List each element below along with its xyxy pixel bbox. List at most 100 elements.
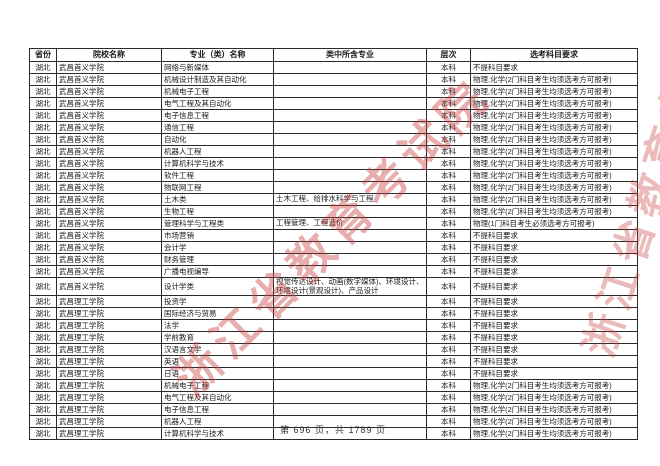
cell-school-name: 武昌首义学院 bbox=[56, 169, 162, 182]
cell-level: 本科 bbox=[426, 253, 471, 266]
cell-school-name: 武昌首义学院 bbox=[56, 276, 162, 297]
cell-major-name: 会计学 bbox=[161, 241, 274, 254]
table-header-row: 省份 院校名称 专业（类）名称 类中所含专业 层次 选考科目要求 bbox=[29, 48, 638, 62]
cell-school-name: 武昌首义学院 bbox=[56, 97, 162, 110]
cell-province: 湖北 bbox=[29, 169, 57, 182]
table-row: 湖北 武昌首义学院 物联网工程 本科 物理,化学(2门科目考生均须选考方可报考) bbox=[29, 181, 638, 194]
cell-major-name: 物联网工程 bbox=[161, 181, 274, 194]
cell-province: 湖北 bbox=[29, 61, 57, 74]
cell-major-name: 日语 bbox=[161, 367, 274, 381]
cell-province: 湖北 bbox=[29, 217, 57, 230]
cell-contained-majors bbox=[273, 355, 427, 369]
cell-major-name: 法学 bbox=[161, 319, 274, 333]
cell-level: 本科 bbox=[426, 295, 471, 309]
cell-contained-majors bbox=[273, 61, 427, 74]
cell-province: 湖北 bbox=[29, 355, 57, 369]
table-row: 湖北 武昌首义学院 计算机科学与技术 本科 物理,化学(2门科目考生均须选考方可报考) bbox=[29, 157, 638, 170]
table-row: 湖北 武昌首义学院 网络与新媒体 本科 不提科目要求 bbox=[29, 61, 638, 74]
cell-contained-majors bbox=[273, 295, 427, 309]
cell-major-name: 学前教育 bbox=[161, 331, 274, 345]
cell-subject-requirement: 物理,化学(2门科目考生均须选考方可报考) bbox=[470, 379, 638, 393]
cell-level: 本科 bbox=[426, 307, 471, 321]
table-row: 湖北 武昌首义学院 电气工程及其自动化 本科 物理,化学(2门科目考生均须选考方可报考) bbox=[29, 97, 638, 110]
cell-province: 湖北 bbox=[29, 205, 57, 218]
cell-major-name: 机械电子工程 bbox=[161, 85, 274, 98]
cell-subject-requirement: 物理,化学(2门科目考生均须选考方可报考) bbox=[470, 121, 638, 134]
cell-school-name: 武昌首义学院 bbox=[56, 217, 162, 230]
cell-province: 湖北 bbox=[29, 367, 57, 381]
cell-province: 湖北 bbox=[29, 133, 57, 146]
cell-contained-majors bbox=[273, 253, 427, 266]
cell-major-name: 管理科学与工程类 bbox=[161, 217, 274, 230]
cell-contained-majors bbox=[273, 229, 427, 242]
cell-contained-majors: 视觉传达设计、动画(数字媒体)、环境设计、环境设计(景观设计)、产品设计 bbox=[273, 276, 427, 297]
cell-contained-majors bbox=[273, 307, 427, 321]
cell-province: 湖北 bbox=[29, 265, 57, 278]
cell-level: 本科 bbox=[426, 229, 471, 242]
table-row: 湖北 武昌首义学院 机械电子工程 本科 物理,化学(2门科目考生均须选考方可报考) bbox=[29, 85, 638, 98]
cell-level: 本科 bbox=[426, 97, 471, 110]
cell-major-name: 软件工程 bbox=[161, 169, 274, 182]
cell-province: 湖北 bbox=[29, 379, 57, 393]
table-row: 湖北 武昌首义学院 机械设计制造及其自动化 本科 物理,化学(2门科目考生均须选考方可报… bbox=[29, 73, 638, 86]
cell-contained-majors bbox=[273, 391, 427, 405]
table-row: 湖北 武昌首义学院 土木类 土木工程、给排水科学与工程 本科 物理,化学(2门科目考生均须… bbox=[29, 193, 638, 206]
table-row: 湖北 武昌理工学院 投资学 本科 不提科目要求 bbox=[29, 295, 638, 309]
cell-major-name: 网络与新媒体 bbox=[161, 61, 274, 74]
cell-major-name: 电气工程及其自动化 bbox=[161, 97, 274, 110]
cell-level: 本科 bbox=[426, 169, 471, 182]
cell-major-name: 生物工程 bbox=[161, 205, 274, 218]
admission-subject-requirement-table: 省份 院校名称 专业（类）名称 类中所含专业 层次 选考科目要求 湖北 武昌首义学院 网络与新… bbox=[29, 48, 638, 441]
table-row: 湖北 武昌理工学院 日语 本科 不提科目要求 bbox=[29, 367, 638, 381]
cell-major-name: 机器人工程 bbox=[161, 145, 274, 158]
cell-subject-requirement: 物理,化学(2门科目考生均须选考方可报考) bbox=[470, 427, 638, 441]
cell-contained-majors bbox=[273, 169, 427, 182]
column-header: 选考科目要求 bbox=[470, 48, 638, 62]
table-row: 湖北 武昌首义学院 会计学 本科 不提科目要求 bbox=[29, 241, 638, 254]
cell-province: 湖北 bbox=[29, 97, 57, 110]
cell-contained-majors bbox=[273, 265, 427, 278]
table-row: 湖北 武昌首义学院 通信工程 本科 物理,化学(2门科目考生均须选考方可报考) bbox=[29, 121, 638, 134]
cell-school-name: 武昌首义学院 bbox=[56, 205, 162, 218]
cell-subject-requirement: 物理,化学(2门科目考生均须选考方可报考) bbox=[470, 391, 638, 405]
cell-level: 本科 bbox=[426, 109, 471, 122]
cell-school-name: 武昌首义学院 bbox=[56, 61, 162, 74]
cell-province: 湖北 bbox=[29, 331, 57, 345]
cell-major-name: 设计学类 bbox=[161, 276, 274, 297]
cell-contained-majors bbox=[273, 181, 427, 194]
cell-level: 本科 bbox=[426, 355, 471, 369]
cell-province: 湖北 bbox=[29, 157, 57, 170]
cell-major-name: 电子信息工程 bbox=[161, 109, 274, 122]
cell-level: 本科 bbox=[426, 217, 471, 230]
cell-school-name: 武昌理工学院 bbox=[56, 403, 162, 417]
table-row: 湖北 武昌理工学院 电气工程及其自动化 本科 物理,化学(2门科目考生均须选考方可报考) bbox=[29, 391, 638, 405]
cell-contained-majors bbox=[273, 157, 427, 170]
cell-level: 本科 bbox=[426, 331, 471, 345]
cell-subject-requirement: 物理(1门科目考生必须选考方可报考) bbox=[470, 217, 638, 230]
cell-school-name: 武昌首义学院 bbox=[56, 253, 162, 266]
cell-level: 本科 bbox=[426, 265, 471, 278]
cell-school-name: 武昌理工学院 bbox=[56, 331, 162, 345]
cell-school-name: 武昌首义学院 bbox=[56, 73, 162, 86]
cell-contained-majors: 土木工程、给排水科学与工程 bbox=[273, 193, 427, 206]
cell-province: 湖北 bbox=[29, 295, 57, 309]
cell-subject-requirement: 物理,化学(2门科目考生均须选考方可报考) bbox=[470, 145, 638, 158]
page-number: 第 696 页，共 1789 页 bbox=[279, 425, 387, 435]
cell-level: 本科 bbox=[426, 379, 471, 393]
table-row: 湖北 武昌首义学院 管理科学与工程类 工程管理、工程造价 本科 物理(1门科目考生必须选考… bbox=[29, 217, 638, 230]
cell-major-name: 英语 bbox=[161, 355, 274, 369]
cell-subject-requirement: 物理,化学(2门科目考生均须选考方可报考) bbox=[470, 157, 638, 170]
cell-contained-majors bbox=[273, 121, 427, 134]
cell-contained-majors bbox=[273, 331, 427, 345]
cell-contained-majors bbox=[273, 367, 427, 381]
cell-subject-requirement: 物理,化学(2门科目考生均须选考方可报考) bbox=[470, 133, 638, 146]
cell-subject-requirement: 物理,化学(2门科目考生均须选考方可报考) bbox=[470, 403, 638, 417]
cell-level: 本科 bbox=[426, 145, 471, 158]
column-header: 省份 bbox=[29, 48, 57, 62]
cell-province: 湖北 bbox=[29, 85, 57, 98]
cell-province: 湖北 bbox=[29, 276, 57, 297]
table-row: 湖北 武昌理工学院 电子信息工程 本科 物理,化学(2门科目考生均须选考方可报考) bbox=[29, 403, 638, 417]
cell-province: 湖北 bbox=[29, 307, 57, 321]
table-row: 湖北 武昌首义学院 电子信息工程 本科 物理,化学(2门科目考生均须选考方可报考) bbox=[29, 109, 638, 122]
cell-school-name: 武昌理工学院 bbox=[56, 355, 162, 369]
